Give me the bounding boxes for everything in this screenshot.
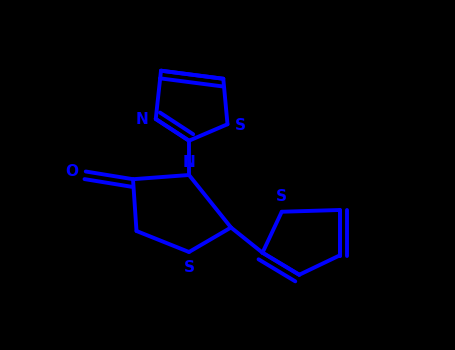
Text: S: S (235, 118, 246, 133)
Text: N: N (136, 112, 149, 127)
Text: N: N (182, 155, 195, 169)
Text: S: S (276, 189, 287, 204)
Text: O: O (65, 164, 78, 179)
Text: S: S (183, 260, 194, 274)
